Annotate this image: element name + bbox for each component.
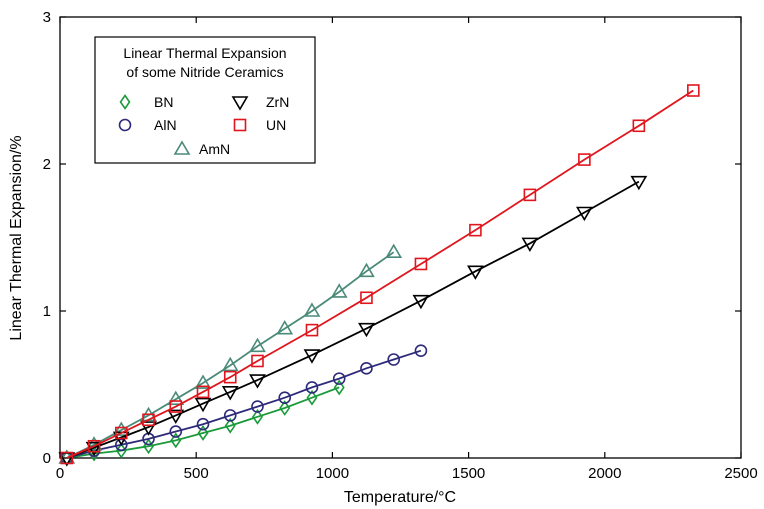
point-aln-13 (414, 344, 428, 357)
point-un-4 (169, 400, 183, 413)
series-layer (58, 84, 700, 467)
series-bn (61, 379, 345, 466)
axis-ticks: 0 500 1000 1500 2000 2500 0 1 2 3 (43, 9, 758, 482)
point-aln-5 (196, 417, 210, 431)
point-amn-11 (358, 262, 375, 278)
point-zrn-4 (167, 409, 185, 424)
point-amn-6 (221, 356, 239, 372)
series-zrn (58, 175, 648, 467)
point-un-6 (223, 370, 237, 384)
point-un-13 (578, 153, 591, 166)
legend-marks (118, 94, 249, 155)
point-aln-6 (223, 409, 237, 422)
point-bn-8 (279, 400, 291, 416)
point-amn-7 (249, 337, 266, 353)
point-un-15 (687, 84, 700, 97)
y-tick-label-1: 1 (43, 303, 51, 320)
series-line-zrn (66, 180, 640, 459)
point-amn-4 (167, 390, 185, 406)
x-tick-label-1000: 1000 (316, 465, 349, 482)
point-un-3 (142, 413, 155, 427)
y-tick-label-0: 0 (43, 450, 51, 467)
x-tick-label-1500: 1500 (452, 465, 485, 482)
plot-frame (59, 16, 742, 459)
point-aln-7 (251, 400, 264, 413)
point-zrn-5 (194, 397, 212, 413)
legend-label-aln: AlN (154, 117, 177, 133)
point-un-5 (196, 385, 210, 399)
point-bn-6 (224, 417, 236, 434)
point-zrn-3 (140, 421, 157, 436)
point-aln-11 (360, 362, 373, 375)
point-aln-4 (169, 425, 183, 438)
legend: Linear Thermal Expansion of some Nitride… (94, 36, 316, 164)
point-aln-10 (332, 372, 346, 385)
legend-title-line2: of some Nitride Ceramics (126, 64, 283, 80)
point-un-2 (114, 426, 128, 440)
point-un-8 (305, 323, 319, 337)
x-tick-label-500: 500 (184, 465, 209, 482)
legend-title-line1: Linear Thermal Expansion (123, 45, 286, 61)
point-amn-2 (112, 421, 130, 436)
series-un (60, 84, 700, 465)
x-tick-label-0: 0 (56, 465, 64, 482)
legend-marker-bn (119, 94, 131, 110)
y-tick-label-2: 2 (43, 156, 51, 173)
point-zrn-13 (575, 206, 593, 222)
point-aln-8 (278, 391, 292, 405)
point-un-0 (60, 451, 74, 465)
legend-marker-un (233, 118, 247, 132)
point-un-12 (523, 188, 537, 202)
point-un-9 (360, 291, 373, 305)
legend-marker-zrn (231, 96, 249, 111)
legend-label-bn: BN (154, 94, 173, 110)
legend-marker-aln (118, 118, 132, 132)
point-bn-9 (306, 389, 318, 406)
point-un-1 (87, 439, 101, 453)
point-bn-10 (333, 379, 345, 396)
point-aln-12 (387, 353, 400, 366)
series-aln (60, 344, 428, 465)
legend-label-zrn: ZrN (266, 94, 289, 110)
point-zrn-8 (303, 349, 321, 364)
point-amn-9 (303, 302, 321, 317)
x-tick-label-2500: 2500 (724, 465, 757, 482)
point-zrn-10 (412, 294, 430, 310)
point-zrn-9 (358, 322, 375, 338)
point-aln-9 (305, 381, 319, 394)
x-tick-label-2000: 2000 (588, 465, 621, 482)
point-bn-4 (170, 432, 182, 449)
point-bn-5 (197, 425, 209, 441)
y-axis-title: Linear Thermal Expansion/% (8, 135, 25, 340)
point-zrn-12 (521, 237, 539, 252)
point-amn-10 (330, 283, 348, 298)
legend-label-amn: AmN (199, 141, 230, 157)
point-amn-8 (276, 320, 294, 335)
series-line-bn (66, 386, 340, 459)
x-axis-title: Temperature/°C (344, 489, 456, 506)
point-zrn-11 (467, 265, 484, 280)
legend-label-un: UN (266, 117, 286, 133)
point-zrn-6 (221, 386, 239, 401)
point-un-11 (469, 223, 482, 237)
series-amn (58, 243, 403, 464)
point-zrn-14 (630, 175, 648, 191)
legend-box (94, 36, 316, 164)
point-un-7 (251, 354, 264, 368)
legend-marker-amn (173, 140, 191, 155)
point-bn-7 (252, 408, 263, 425)
point-un-14 (632, 119, 646, 133)
point-un-10 (414, 257, 428, 271)
series-line-un (66, 89, 694, 459)
point-zrn-7 (249, 374, 266, 389)
point-amn-12 (385, 243, 403, 259)
point-amn-5 (194, 374, 212, 389)
y-tick-label-3: 3 (43, 9, 51, 26)
series-line-amn (66, 251, 395, 459)
